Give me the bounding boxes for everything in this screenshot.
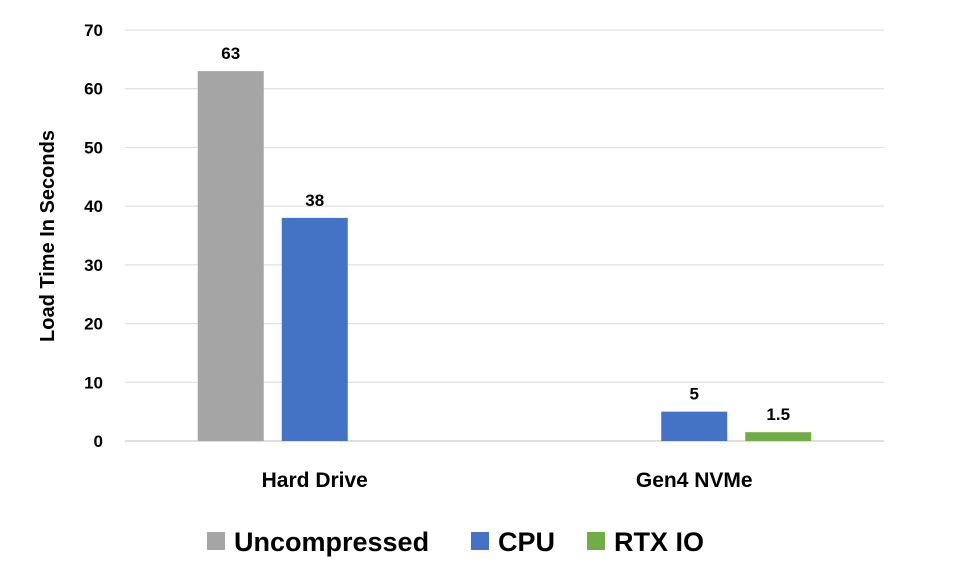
legend-swatch (471, 532, 489, 550)
legend-label: RTX IO (614, 527, 704, 557)
y-tick-label: 0 (94, 432, 103, 451)
bars (197, 71, 812, 441)
data-label: 38 (305, 191, 324, 210)
y-tick-label: 10 (84, 373, 103, 392)
y-tick-label: 20 (84, 315, 103, 334)
bar-uncompressed (197, 71, 264, 441)
data-label: 1.5 (766, 405, 790, 424)
x-category-label: Hard Drive (262, 469, 368, 492)
legend-swatch (587, 532, 605, 550)
y-tick-label: 30 (84, 256, 103, 275)
y-tick-label: 50 (84, 138, 103, 157)
y-axis-title: Load Time In Seconds (37, 130, 59, 342)
x-axis-categories: Hard Drive Gen4 NVMe (262, 469, 753, 492)
legend-label: CPU (498, 527, 555, 557)
bar-rtx-io (745, 432, 812, 441)
data-labels: 63 38 5 1.5 (221, 44, 790, 424)
legend-swatch (207, 532, 225, 550)
data-label: 5 (690, 385, 699, 404)
y-axis-ticks: 0 10 20 30 40 50 60 70 (84, 21, 103, 451)
legend-label: Uncompressed (234, 527, 429, 557)
bar-cpu (661, 411, 728, 441)
y-tick-label: 70 (84, 21, 103, 40)
x-category-label: Gen4 NVMe (636, 469, 753, 492)
y-tick-label: 40 (84, 197, 103, 216)
bar-cpu (281, 217, 348, 441)
y-tick-label: 60 (84, 80, 103, 99)
legend: Uncompressed CPU RTX IO (207, 527, 704, 557)
data-label: 63 (221, 44, 240, 63)
